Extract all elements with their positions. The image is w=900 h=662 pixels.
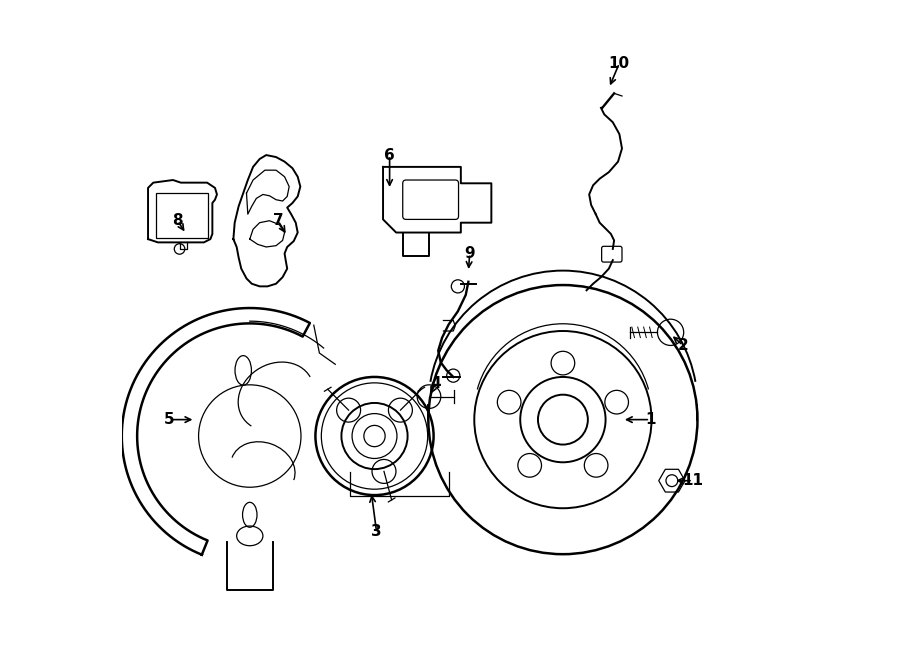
Polygon shape — [148, 180, 217, 242]
Text: 10: 10 — [608, 56, 630, 71]
Text: 8: 8 — [172, 213, 183, 228]
Polygon shape — [402, 232, 429, 256]
Text: 5: 5 — [164, 412, 175, 427]
Polygon shape — [383, 167, 491, 232]
Polygon shape — [233, 155, 301, 287]
Bar — [156, 193, 209, 238]
Text: 3: 3 — [371, 524, 382, 539]
Text: 7: 7 — [273, 213, 284, 228]
Text: 6: 6 — [384, 148, 395, 163]
Polygon shape — [122, 308, 310, 555]
Text: 1: 1 — [645, 412, 655, 427]
Text: 11: 11 — [682, 473, 704, 488]
Text: 2: 2 — [678, 338, 688, 353]
Text: 4: 4 — [430, 376, 441, 391]
Text: 9: 9 — [464, 246, 475, 261]
